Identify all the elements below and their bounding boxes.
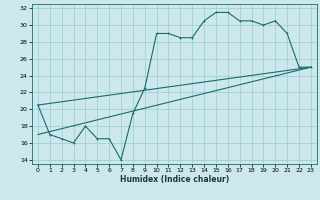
X-axis label: Humidex (Indice chaleur): Humidex (Indice chaleur)	[120, 175, 229, 184]
